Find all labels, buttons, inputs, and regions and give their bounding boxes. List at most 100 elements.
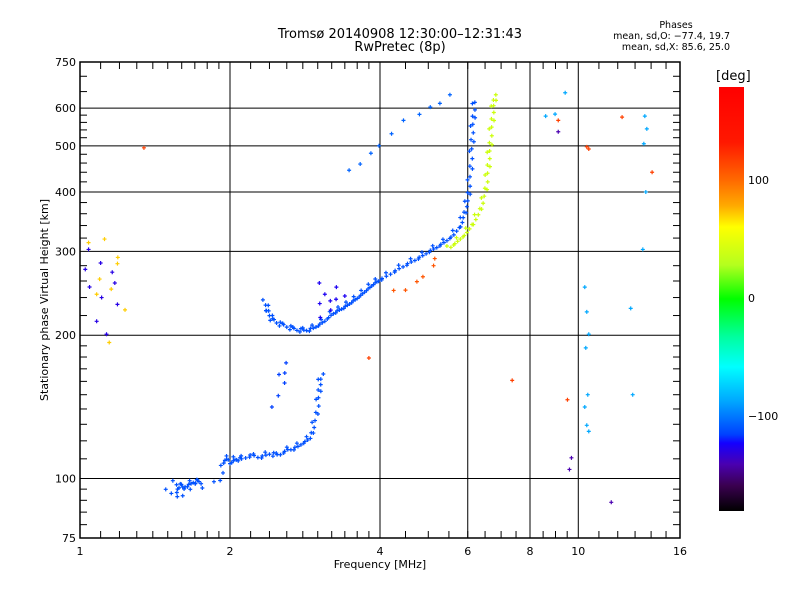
scatter-point (263, 453, 268, 458)
scatter-point (492, 118, 497, 123)
scatter-point (298, 442, 303, 447)
scatter-point (377, 143, 381, 148)
scatter-point (115, 302, 120, 307)
scatter-point (437, 243, 442, 248)
scatter-point (556, 129, 561, 134)
scatter-point (586, 429, 591, 434)
scatter-point (317, 281, 322, 286)
scatter-point (487, 140, 492, 145)
scatter-point (412, 258, 417, 263)
scatter-point (461, 234, 466, 239)
stats-x-value: 85.6, 25.0 (681, 42, 730, 53)
scatter-point (318, 315, 323, 320)
scatter-point (169, 491, 174, 496)
scatter-point (247, 455, 252, 460)
scatter-point (491, 110, 496, 115)
scatter-point (175, 494, 180, 499)
scatter-point (255, 455, 260, 460)
scatter-point (428, 105, 433, 110)
scatter-point (310, 323, 315, 328)
x-tick-label: 8 (527, 545, 534, 558)
scatter-point (468, 184, 473, 189)
scatter-point (270, 316, 275, 321)
scatter-point (630, 392, 635, 397)
scatter-point (420, 253, 425, 258)
scatter-point (586, 146, 591, 151)
scatter-point (318, 389, 323, 394)
scatter-point (287, 327, 292, 332)
scatter-point (431, 263, 436, 268)
scatter-point (349, 300, 354, 305)
scatter-point (430, 243, 435, 248)
scatter-point (434, 245, 439, 250)
scatter-point (470, 156, 475, 161)
scatter-point (86, 247, 91, 252)
scatter-point (291, 447, 296, 452)
scatter-point (308, 436, 313, 441)
scatter-point (470, 101, 475, 106)
scatter-point (444, 244, 449, 249)
scatter-point (300, 325, 305, 330)
x-tick-label: 16 (673, 545, 687, 558)
scatter-point (268, 318, 273, 323)
scatter-point (320, 320, 325, 325)
scatter-point (270, 454, 275, 459)
scatter-point (281, 450, 286, 455)
scatter-point (373, 277, 378, 282)
y-axis-label: Stationary phase Virtual Height [km] (38, 199, 51, 401)
scatter-point (586, 332, 591, 337)
scatter-point (277, 323, 282, 328)
scatter-point (493, 92, 498, 97)
scatter-point (341, 306, 346, 311)
scatter-point (458, 237, 463, 242)
scatter-point (174, 490, 179, 495)
scatter-point (409, 260, 414, 265)
scatter-point (620, 115, 625, 120)
scatter-point (444, 238, 449, 243)
x-tick-label: 2 (227, 545, 234, 558)
scatter-point (269, 404, 274, 409)
scatter-point (333, 310, 338, 315)
scatter-point (450, 228, 455, 233)
scatter-point (99, 295, 104, 300)
scatter-point (454, 229, 459, 234)
scatter-point (481, 201, 486, 206)
scatter-point (464, 204, 469, 209)
scatter-point (391, 288, 396, 293)
scatter-point (311, 326, 316, 331)
scatter-point (98, 261, 103, 266)
scatter-point (318, 382, 323, 387)
scatter-point (487, 156, 492, 161)
scatter-point (485, 179, 490, 184)
scatter-point (468, 192, 473, 197)
scatter-point (170, 478, 175, 483)
scatter-point (424, 251, 429, 256)
scatter-point (461, 215, 466, 220)
scatter-point (565, 397, 570, 402)
scatter-point (267, 452, 272, 457)
scatter-point (313, 410, 318, 415)
scatter-point (388, 272, 393, 277)
scatter-point (510, 378, 515, 383)
scatter-point (553, 112, 558, 117)
scatter-point (284, 325, 289, 330)
scatter-point (274, 320, 279, 325)
scatter-point (437, 101, 442, 106)
scatter-point (239, 453, 244, 458)
y-tick-label: 100 (55, 473, 76, 486)
scatter-point (278, 320, 283, 325)
scatter-point (292, 445, 297, 450)
scatter-point (470, 166, 475, 171)
scatter-point (467, 164, 472, 169)
scatter-point (482, 194, 487, 199)
scatter-point (357, 294, 362, 299)
scatter-point (584, 423, 589, 428)
scatter-point (115, 261, 120, 266)
scatter-point (491, 98, 496, 103)
scatter-point (448, 245, 453, 250)
scatter-point (294, 441, 299, 446)
stats-x-row: mean, sd,X: 85.6, 25.0 (600, 42, 730, 53)
scatter-point (180, 493, 185, 498)
colorbar-tick-label: 100 (748, 174, 769, 188)
scatter-point (451, 232, 456, 237)
